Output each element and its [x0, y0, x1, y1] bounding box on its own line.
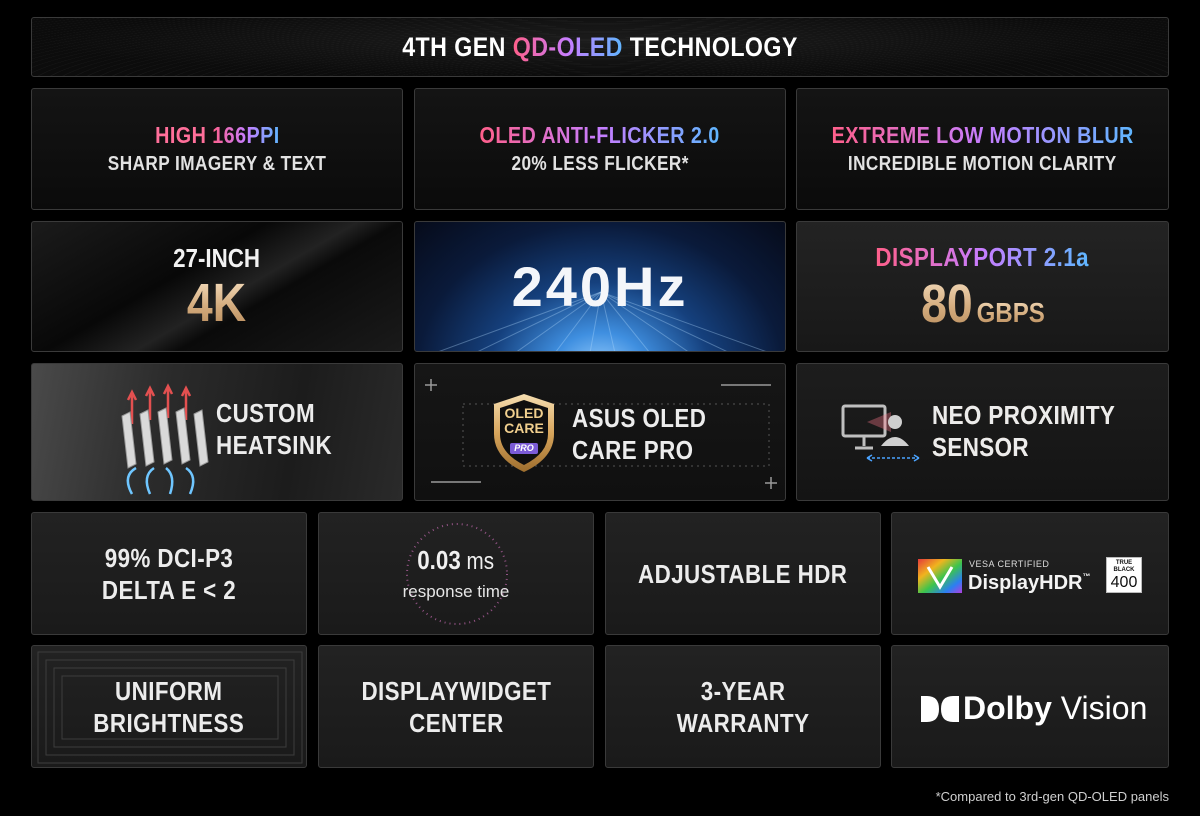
title-highlight: QD-OLED: [512, 31, 623, 62]
adjustable-hdr-tile: ADJUSTABLE HDR: [605, 512, 881, 635]
anti-flicker-feature-tile: OLED ANTI-FLICKER 2.0 20% LESS FLICKER*: [414, 88, 786, 210]
displayhdr-logo-icon: [918, 559, 962, 593]
warranty-label: 3-YEAR WARRANTY: [677, 675, 810, 739]
oled-care-line1: ASUS OLED: [572, 403, 707, 433]
warranty-tile: 3-YEAR WARRANTY: [605, 645, 881, 768]
badge-pro: PRO: [514, 443, 534, 453]
displaywidget-tile: DISPLAYWIDGET CENTER: [318, 645, 594, 768]
wave-pattern-decoration: [32, 18, 1168, 76]
color-gamut-tile: 99% DCI-P3 DELTA E < 2: [31, 512, 307, 635]
uniform-brightness-tile: UNIFORM BRIGHTNESS: [31, 645, 307, 768]
screen-size-label: 27-INCH: [173, 243, 261, 273]
proximity-line2: SENSOR: [932, 432, 1030, 462]
oled-care-tile: OLED CARE PRO ASUS OLED CARE PRO: [414, 363, 786, 501]
footnote: *Compared to 3rd-gen QD-OLED panels: [935, 789, 1169, 804]
displaywidget-label: DISPLAYWIDGET CENTER: [361, 675, 551, 739]
bandwidth-number: 80: [920, 274, 973, 334]
badge-text: OLED CARE: [491, 406, 557, 436]
title-suffix: TECHNOLOGY: [622, 31, 798, 62]
displayhdr-trademark: ™: [1082, 572, 1091, 581]
motion-blur-subtitle: INCREDIBLE MOTION CLARITY: [848, 153, 1117, 175]
ppi-feature-tile: HIGH 166PPI SHARP IMAGERY & TEXT: [31, 88, 403, 210]
bandwidth-row: 80 GBPS: [921, 277, 1045, 331]
uniform-line2: BRIGHTNESS: [93, 707, 245, 738]
anti-flicker-subtitle: 20% LESS FLICKER*: [511, 153, 689, 175]
response-time-value: 0.03 ms: [418, 545, 495, 576]
displayport-label: DISPLAYPORT 2.1a: [875, 242, 1090, 272]
title-prefix: 4TH GEN: [402, 31, 513, 62]
heatsink-label: CUSTOM HEATSINK: [216, 397, 362, 461]
frame-corners-decoration: [425, 379, 777, 489]
displaywidget-line1: DISPLAYWIDGET: [361, 675, 551, 706]
shield-badge-icon: [494, 394, 554, 472]
displayport-tile: DISPLAYPORT 2.1a 80 GBPS: [796, 221, 1169, 352]
warranty-line1: 3-YEAR: [700, 675, 786, 706]
response-number: 0.03: [417, 545, 462, 575]
dolby-vision-tile: Dolby Vision: [891, 645, 1169, 768]
response-unit: ms: [461, 548, 495, 575]
badge-line1: OLED: [504, 405, 544, 421]
proximity-sensor-tile: NEO PROXIMITY SENSOR: [796, 363, 1169, 501]
vesa-hdr-tile: VESA CERTIFIED DisplayHDR™ TRUE BLACK 40…: [891, 512, 1169, 635]
response-time-tile: 0.03 ms response time: [318, 512, 594, 635]
motion-blur-heading: EXTREME LOW MOTION BLUR: [831, 122, 1134, 148]
badge-line2: CARE: [504, 420, 544, 436]
true-black-level: 400: [1110, 574, 1138, 591]
true-black-line1: TRUE: [1115, 560, 1133, 566]
adjustable-hdr-label: ADJUSTABLE HDR: [638, 558, 848, 589]
refresh-rate-tile: 240Hz: [414, 221, 786, 352]
true-black-badge: TRUE BLACK 400: [1106, 557, 1142, 593]
proximity-line1: NEO PROXIMITY: [932, 400, 1116, 430]
ppi-subtitle: SHARP IMAGERY & TEXT: [107, 153, 327, 175]
heatsink-tile: CUSTOM HEATSINK: [31, 363, 403, 501]
ppi-heading: HIGH 166PPI: [155, 122, 280, 149]
nested-frames-decoration: [37, 651, 303, 764]
heatsink-icon: [121, 383, 209, 495]
color-gamut-line1: 99% DCI-P3: [104, 542, 234, 573]
page-title: 4TH GEN QD-OLED TECHNOLOGY: [402, 32, 798, 63]
screen-size-tile: 27-INCH 4K: [31, 221, 403, 352]
displayhdr-brand: DisplayHDR™: [968, 572, 1090, 595]
heatsink-line1: CUSTOM: [216, 398, 316, 428]
resolution-value: 4K: [187, 273, 247, 333]
refresh-rate-value: 240Hz: [511, 255, 689, 318]
heatsink-line2: HEATSINK: [216, 430, 333, 460]
ppi-heading-a: HIGH: [154, 122, 212, 148]
vesa-certified-label: VESA CERTIFIED: [969, 559, 1050, 569]
response-time-label: response time: [402, 582, 510, 601]
light-streaks-decoration: [438, 291, 766, 351]
uniform-brightness-label: UNIFORM BRIGHTNESS: [94, 675, 245, 739]
ppi-heading-b: 166PPI: [211, 122, 280, 148]
proximity-label: NEO PROXIMITY SENSOR: [932, 399, 1121, 463]
dolby-double-d-icon: [921, 696, 959, 722]
displaywidget-line2: CENTER: [408, 707, 504, 738]
bandwidth-unit: GBPS: [976, 297, 1045, 328]
dolby-product: Vision: [1060, 690, 1148, 726]
true-black-line2: BLACK: [1113, 567, 1135, 573]
warranty-line2: WARRANTY: [676, 707, 810, 738]
title-banner: 4TH GEN QD-OLED TECHNOLOGY: [31, 17, 1169, 77]
monitor-user-icon: [841, 404, 920, 462]
displayhdr-text: DisplayHDR: [968, 572, 1083, 594]
dotted-ring-decoration: [406, 523, 508, 625]
dolby-brand: Dolby: [963, 690, 1052, 726]
motion-blur-feature-tile: EXTREME LOW MOTION BLUR INCREDIBLE MOTIO…: [796, 88, 1169, 210]
color-gamut-line2: DELTA E < 2: [101, 574, 237, 605]
oled-care-label: ASUS OLED CARE PRO: [572, 402, 744, 466]
anti-flicker-heading: OLED ANTI-FLICKER 2.0: [479, 122, 721, 148]
oled-care-line2: CARE PRO: [572, 435, 694, 465]
dolby-vision-wordmark: Dolby Vision: [963, 690, 1147, 727]
color-gamut-label: 99% DCI-P3 DELTA E < 2: [102, 542, 236, 606]
uniform-line1: UNIFORM: [115, 675, 223, 706]
